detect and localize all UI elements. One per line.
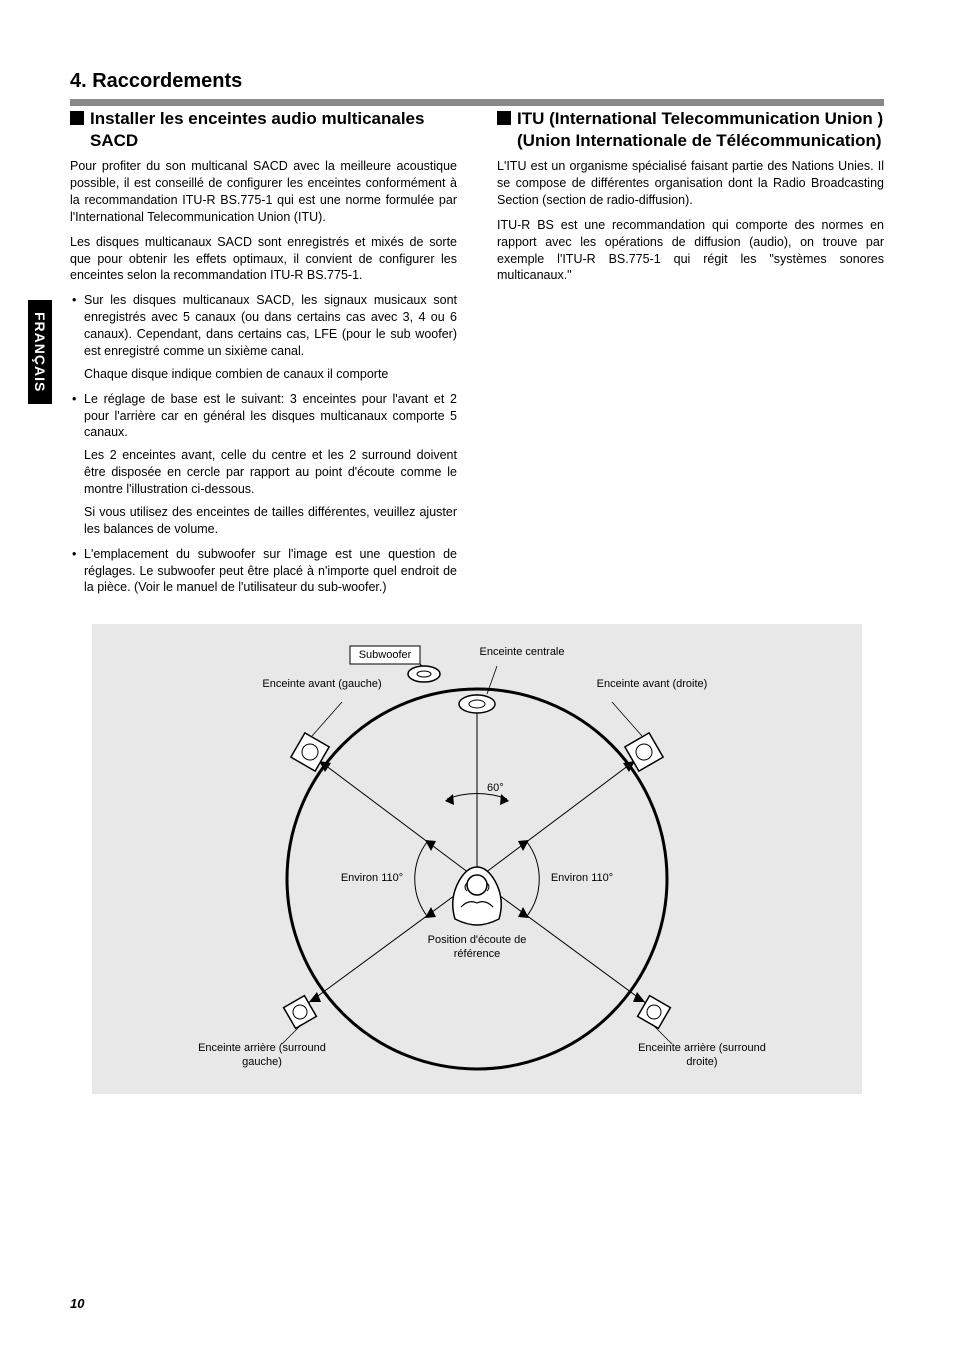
language-tab: FRANÇAIS bbox=[28, 300, 52, 404]
bullet-text: Sur les disques multicanaux SACD, les si… bbox=[84, 293, 457, 358]
arc-110-left bbox=[415, 842, 427, 916]
label-rear-right: Enceinte arrière (surround droite) bbox=[637, 1042, 767, 1068]
arrow-icon bbox=[500, 794, 509, 805]
left-heading: Installer les enceintes audio multicanal… bbox=[70, 108, 457, 152]
label-front-left: Enceinte avant (gauche) bbox=[262, 678, 382, 691]
bullet-text: L'emplacement du subwoofer sur l'image e… bbox=[84, 547, 457, 595]
diagram-svg bbox=[92, 624, 862, 1094]
speaker-diagram: Subwoofer Enceinte centrale Enceinte ava… bbox=[92, 624, 862, 1094]
square-bullet-icon bbox=[497, 111, 511, 125]
right-para-1: L'ITU est un organisme spécialisé faisan… bbox=[497, 158, 884, 209]
leader-line bbox=[312, 702, 342, 736]
left-heading-text: Installer les enceintes audio multicanal… bbox=[90, 108, 457, 152]
section-title: 4. Raccordements bbox=[70, 70, 884, 93]
arrow-icon bbox=[425, 907, 436, 918]
bullet-subtext: Chaque disque indique combien de canaux … bbox=[84, 366, 457, 383]
subwoofer-icon bbox=[408, 666, 440, 682]
label-subwoofer: Subwoofer bbox=[352, 649, 418, 662]
leader-line bbox=[612, 702, 642, 736]
label-60: 60° bbox=[487, 782, 504, 795]
line-front-right bbox=[477, 759, 637, 879]
bullet-list: Sur les disques multicanaux SACD, les si… bbox=[70, 292, 457, 596]
label-center: Enceinte centrale bbox=[472, 646, 572, 659]
content-columns: Installer les enceintes audio multicanal… bbox=[70, 108, 884, 604]
bullet-subtext: Si vous utilisez des enceintes de taille… bbox=[84, 504, 457, 538]
bullet-subtext: Les 2 enceintes avant, celle du centre e… bbox=[84, 447, 457, 498]
arc-110-right bbox=[527, 842, 539, 916]
title-rule bbox=[70, 99, 884, 106]
arrow-icon bbox=[445, 794, 454, 805]
square-bullet-icon bbox=[70, 111, 84, 125]
right-column: ITU (International Telecommunication Uni… bbox=[497, 108, 884, 604]
list-item: Sur les disques multicanaux SACD, les si… bbox=[84, 292, 457, 382]
label-110-right: Environ 110° bbox=[542, 872, 622, 885]
label-front-right: Enceinte avant (droite) bbox=[592, 678, 712, 691]
right-para-2: ITU-R BS est une recommandation qui comp… bbox=[497, 217, 884, 285]
arrow-icon bbox=[309, 992, 321, 1002]
label-110-left: Environ 110° bbox=[332, 872, 412, 885]
label-rear-left: Enceinte arrière (surround gauche) bbox=[197, 1042, 327, 1068]
arrow-icon bbox=[425, 840, 436, 851]
left-para-2: Les disques multicanaux SACD sont enregi… bbox=[70, 234, 457, 285]
center-speaker-icon bbox=[459, 695, 495, 713]
left-column: Installer les enceintes audio multicanal… bbox=[70, 108, 457, 604]
left-para-1: Pour profiter du son multicanal SACD ave… bbox=[70, 158, 457, 226]
listener-icon bbox=[453, 867, 502, 925]
leader-line bbox=[282, 1024, 302, 1044]
label-position: Position d'écoute de référence bbox=[412, 934, 542, 960]
line-front-left bbox=[317, 759, 477, 879]
right-heading: ITU (International Telecommunication Uni… bbox=[497, 108, 884, 152]
arrow-icon bbox=[518, 907, 529, 918]
bullet-text: Le réglage de base est le suivant: 3 enc… bbox=[84, 392, 457, 440]
right-heading-text: ITU (International Telecommunication Uni… bbox=[517, 108, 884, 152]
list-item: Le réglage de base est le suivant: 3 enc… bbox=[84, 391, 457, 538]
leader-line bbox=[652, 1024, 672, 1044]
list-item: L'emplacement du subwoofer sur l'image e… bbox=[84, 546, 457, 597]
arrow-icon bbox=[518, 840, 529, 851]
page-number: 10 bbox=[70, 1296, 84, 1311]
arrow-icon bbox=[633, 992, 645, 1002]
